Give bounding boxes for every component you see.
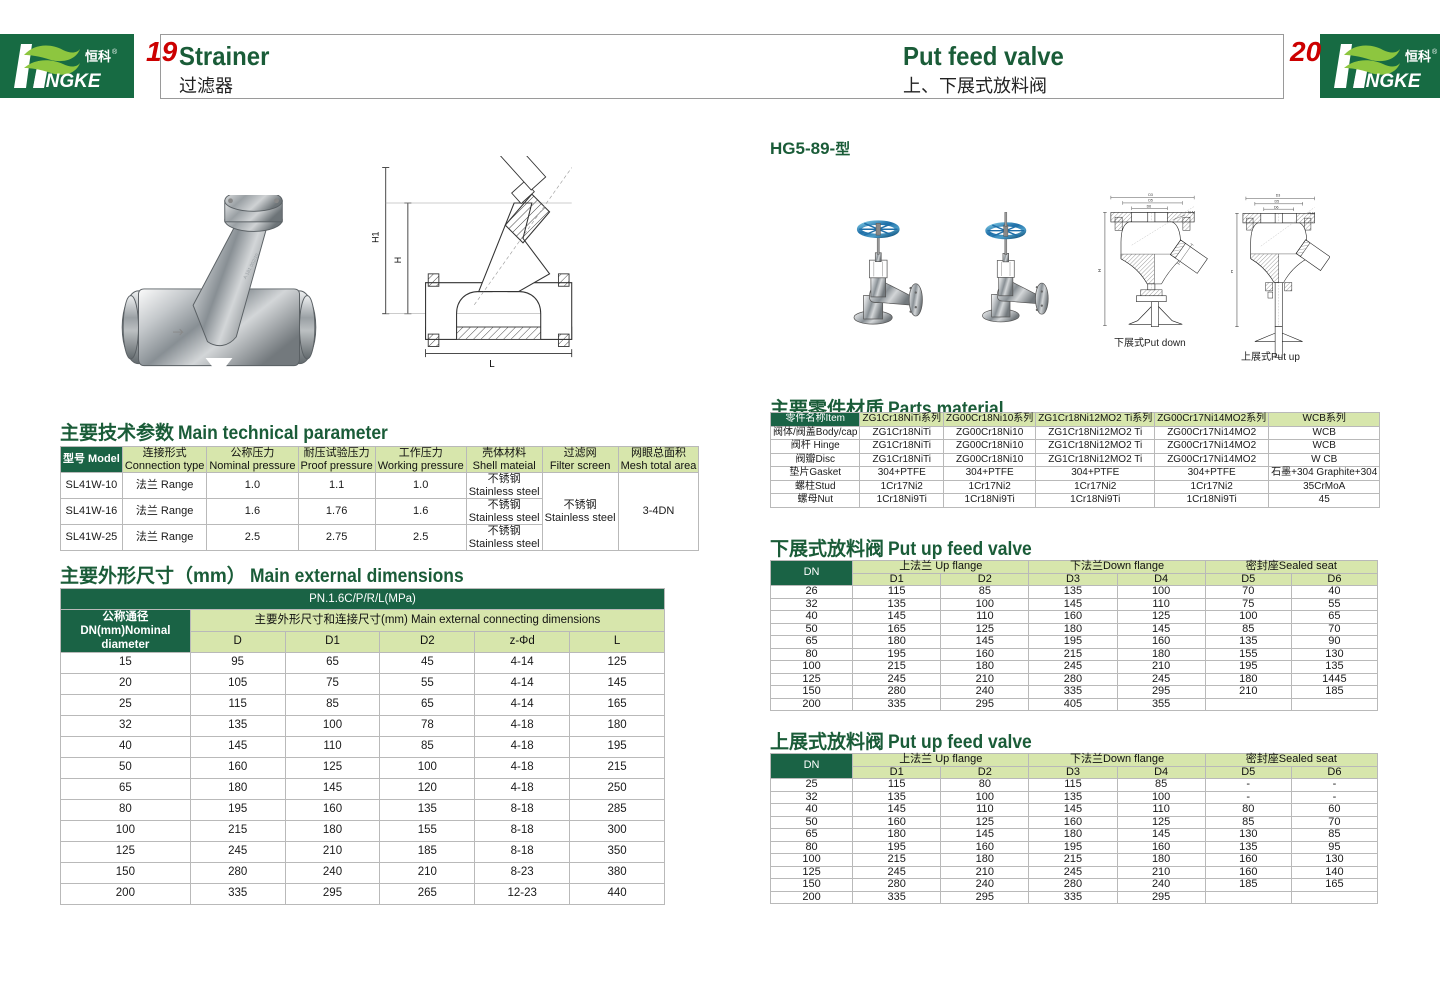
svg-text:H: H <box>1097 269 1102 272</box>
svg-text:®: ® <box>112 48 118 56</box>
svg-text:®: ® <box>1432 48 1438 56</box>
svg-text:D6: D6 <box>1274 206 1279 210</box>
svg-text:D5: D5 <box>1148 199 1153 203</box>
svg-text:D6: D6 <box>1147 205 1152 209</box>
svg-text:L: L <box>489 359 495 370</box>
svg-text:H1: H1 <box>371 231 381 242</box>
svg-text:D5: D5 <box>1275 200 1280 204</box>
svg-text:恒科: 恒科 <box>1405 49 1431 64</box>
svg-text:D3: D3 <box>1276 194 1281 198</box>
svg-text:ENGKE: ENGKE <box>1353 71 1422 92</box>
svg-text:D3: D3 <box>1148 193 1153 197</box>
svg-text:恒科: 恒科 <box>85 49 111 64</box>
svg-text:H: H <box>1231 270 1234 273</box>
svg-text:H: H <box>393 257 403 263</box>
svg-text:ENGKE: ENGKE <box>33 71 102 92</box>
